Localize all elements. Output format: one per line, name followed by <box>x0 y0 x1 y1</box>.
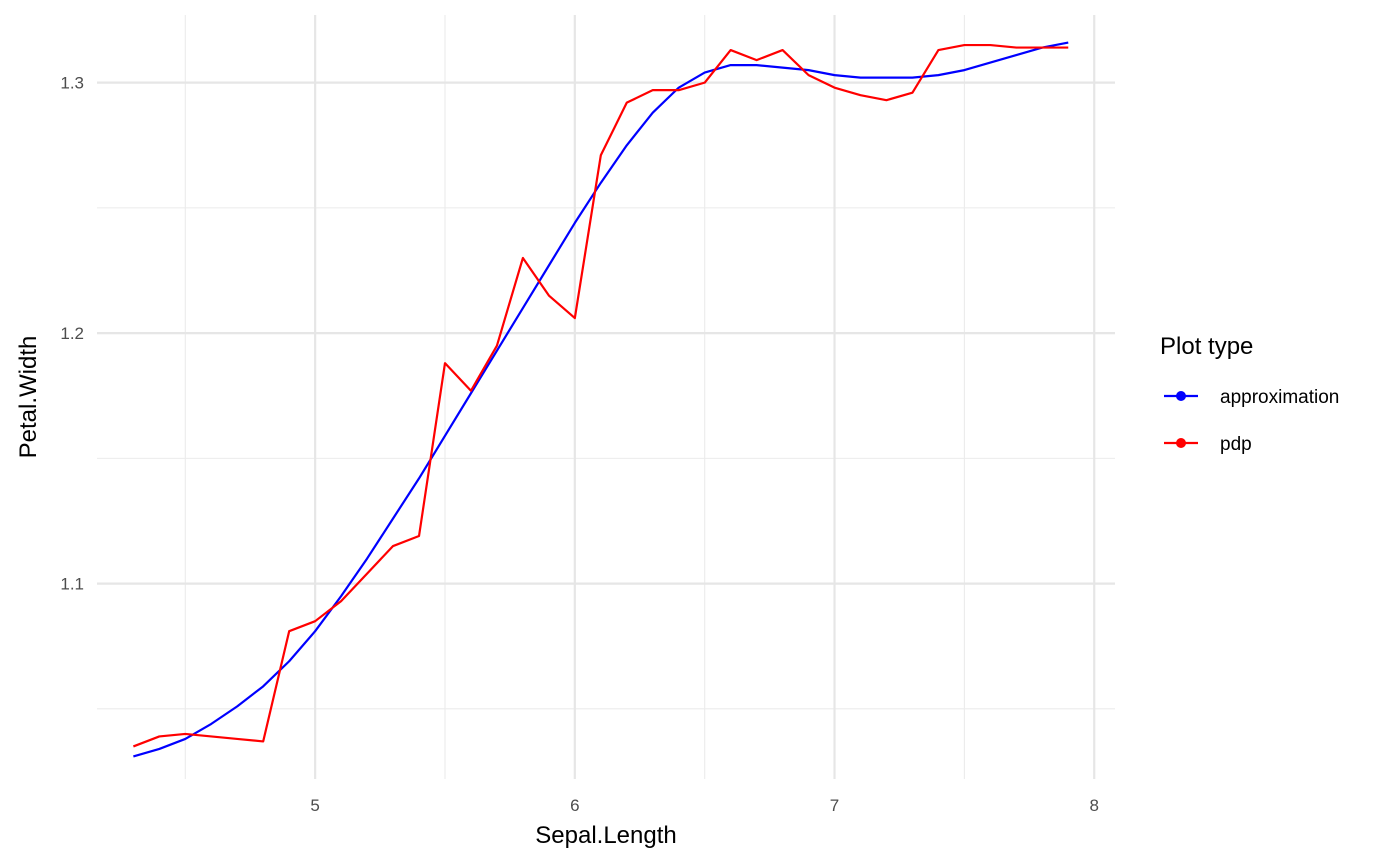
x-axis-title: Sepal.Length <box>535 822 676 849</box>
x-tick-labels: 5 6 7 8 <box>310 796 1099 815</box>
x-tick-label: 7 <box>830 796 839 815</box>
legend-key-dot <box>1176 391 1186 401</box>
legend-item-approximation: approximation <box>1164 387 1339 408</box>
grid-major <box>97 15 1115 779</box>
legend-label: pdp <box>1220 434 1252 455</box>
y-tick-label: 1.2 <box>60 324 84 343</box>
x-tick-label: 6 <box>570 796 579 815</box>
legend-label: approximation <box>1220 387 1339 408</box>
legend-items: approximation pdp <box>1164 387 1339 455</box>
x-tick-label: 5 <box>310 796 319 815</box>
series-layer <box>132 41 1069 758</box>
y-tick-label: 1.3 <box>60 74 84 93</box>
legend-title: Plot type <box>1160 333 1253 360</box>
grid-minor <box>97 15 1115 779</box>
series-line-pdp <box>132 43 1069 748</box>
legend-item-pdp: pdp <box>1164 434 1252 455</box>
y-tick-label: 1.1 <box>60 575 84 594</box>
y-tick-labels: 1.1 1.2 1.3 <box>60 74 84 594</box>
legend: Plot type approximation pdp <box>1160 333 1339 455</box>
y-axis-title: Petal.Width <box>15 336 42 459</box>
x-tick-label: 8 <box>1089 796 1098 815</box>
legend-key-dot <box>1176 438 1186 448</box>
series-line-approximation <box>133 41 1069 758</box>
